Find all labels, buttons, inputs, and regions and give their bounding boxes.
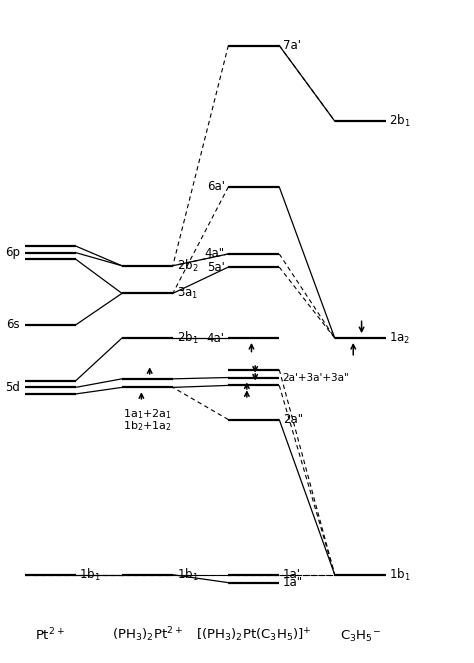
Text: 1b$_1$: 1b$_1$ <box>176 567 198 583</box>
Text: 1b$_2$+1a$_2$: 1b$_2$+1a$_2$ <box>123 419 172 433</box>
Text: Pt$^{2+}$: Pt$^{2+}$ <box>36 627 65 644</box>
Text: 6p: 6p <box>5 246 20 259</box>
Text: 6s: 6s <box>7 318 20 332</box>
Text: 2b$_1$: 2b$_1$ <box>389 113 411 129</box>
Text: 7a': 7a' <box>283 39 301 52</box>
Text: 1a$_2$: 1a$_2$ <box>389 331 410 345</box>
Text: 1a": 1a" <box>283 576 303 589</box>
Text: 2a'+3a'+3a": 2a'+3a'+3a" <box>282 373 349 383</box>
Text: 4a": 4a" <box>204 247 225 261</box>
Text: 2a": 2a" <box>283 413 303 426</box>
Text: 6a': 6a' <box>207 180 225 194</box>
Text: 1a': 1a' <box>283 568 301 581</box>
Text: 2b$_2$: 2b$_2$ <box>176 258 198 274</box>
Text: 2b$_1$: 2b$_1$ <box>176 330 198 346</box>
Text: 5d: 5d <box>5 381 20 394</box>
Text: 1b$_1$: 1b$_1$ <box>79 567 101 583</box>
Text: 1a$_1$+2a$_1$: 1a$_1$+2a$_1$ <box>123 407 172 421</box>
Text: [(PH$_3$)$_2$Pt(C$_3$H$_5$)]$^{+}$: [(PH$_3$)$_2$Pt(C$_3$H$_5$)]$^{+}$ <box>196 627 312 644</box>
Text: 4a': 4a' <box>207 332 225 345</box>
Text: 5a': 5a' <box>207 261 225 274</box>
Text: 3a$_1$: 3a$_1$ <box>176 286 198 301</box>
Text: C$_3$H$_5$$^{-}$: C$_3$H$_5$$^{-}$ <box>340 629 381 644</box>
Text: 1b$_1$: 1b$_1$ <box>389 567 411 583</box>
Text: (PH$_3$)$_2$Pt$^{2+}$: (PH$_3$)$_2$Pt$^{2+}$ <box>112 625 183 644</box>
